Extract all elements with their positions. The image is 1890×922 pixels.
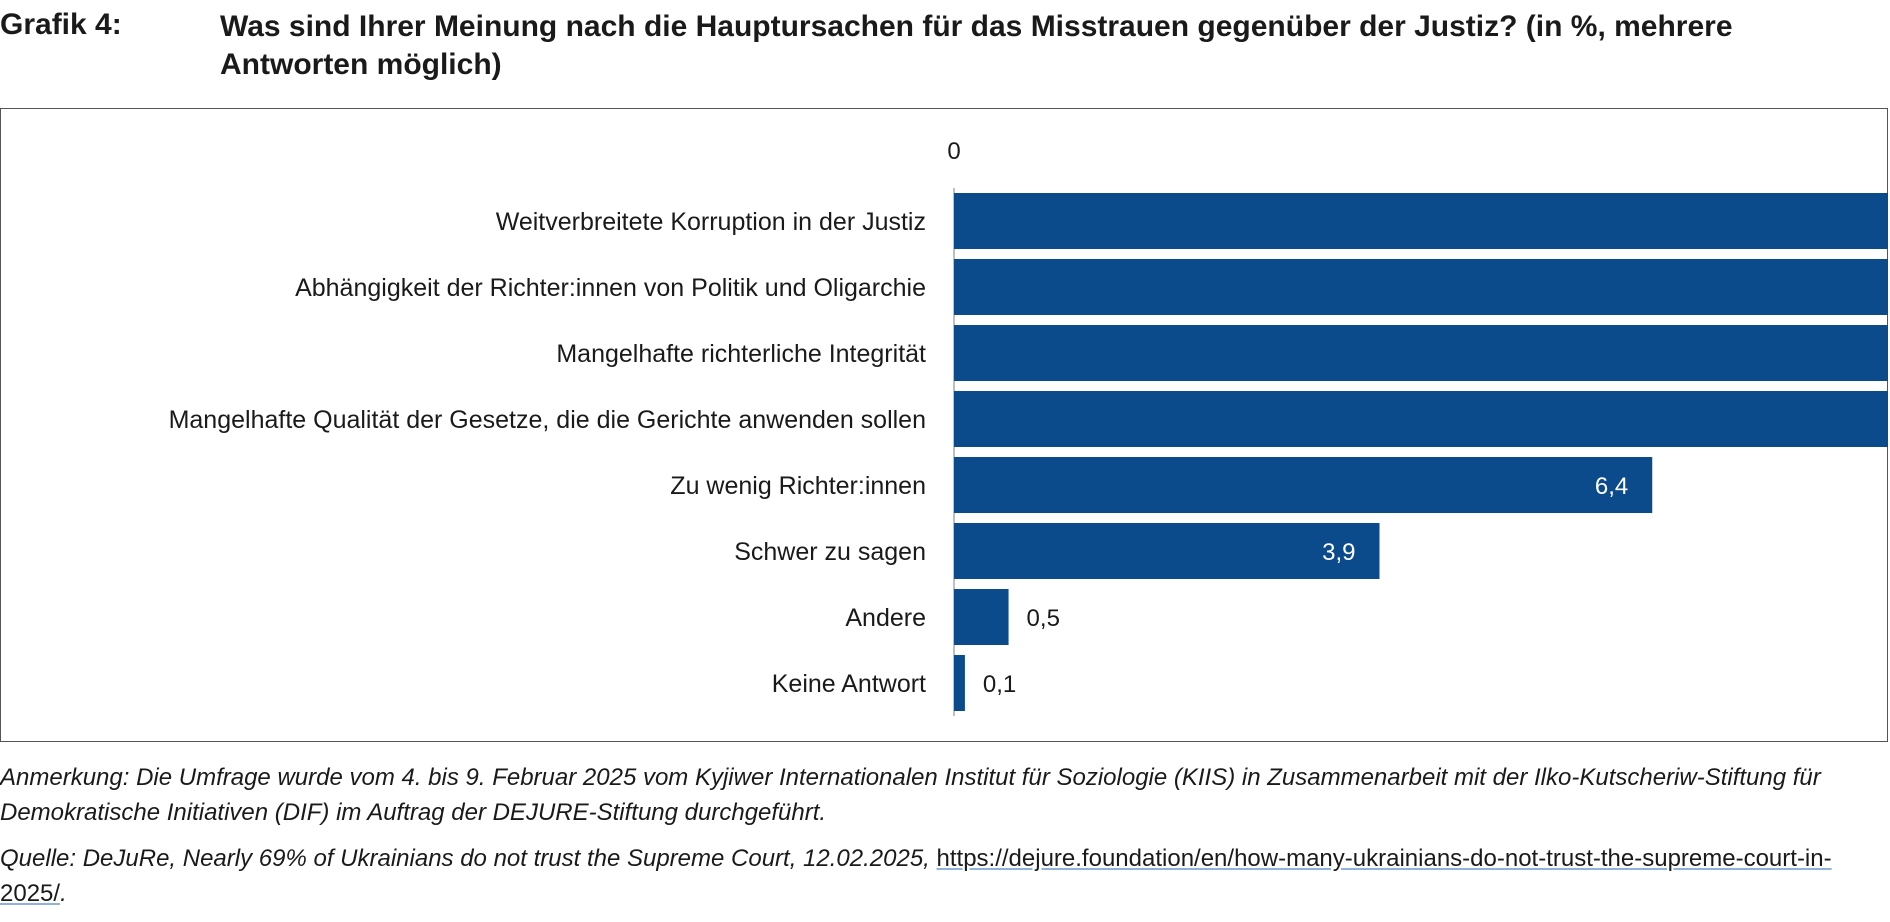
category-label: Mangelhafte richterliche Integrität (556, 340, 926, 368)
bar (954, 325, 1888, 381)
bar (954, 457, 1653, 513)
chart-title: Was sind Ihrer Meinung nach die Haupturs… (220, 10, 1733, 81)
remark-note: Anmerkung: Die Umfrage wurde vom 4. bis … (0, 764, 1821, 826)
category-label: Mangelhafte Qualität der Gesetze, die di… (169, 406, 926, 434)
bar (954, 523, 1380, 579)
bar (954, 589, 1009, 645)
value-label: 3,9 (1322, 539, 1355, 566)
bar (954, 391, 1888, 447)
figure-label: Grafik 4: (0, 8, 122, 41)
category-label: Keine Antwort (772, 670, 926, 698)
x-tick-label: 0 (947, 138, 960, 165)
bar (954, 655, 965, 711)
source-text: Quelle: DeJuRe, Nearly 69% of Ukrainians… (0, 845, 937, 872)
bar-chart: 01020304050607080Weitverbreitete Korrupt… (169, 138, 1888, 716)
value-label: 0,5 (1027, 605, 1060, 632)
category-label: Abhängigkeit der Richter:innen von Polit… (295, 274, 926, 302)
bar (954, 193, 1888, 249)
source-suffix: . (60, 880, 67, 907)
category-label: Schwer zu sagen (734, 538, 926, 566)
bar (954, 259, 1888, 315)
source-note: Quelle: DeJuRe, Nearly 69% of Ukrainians… (0, 841, 1888, 911)
category-label: Andere (845, 604, 926, 632)
category-label: Weitverbreitete Korruption in der Justiz (496, 208, 926, 236)
category-label: Zu wenig Richter:innen (670, 472, 926, 500)
value-label: 6,4 (1595, 473, 1628, 500)
source-link[interactable]: https://dejure.foundation/en/how-many-uk… (0, 845, 1832, 907)
value-label: 0,1 (983, 671, 1016, 698)
